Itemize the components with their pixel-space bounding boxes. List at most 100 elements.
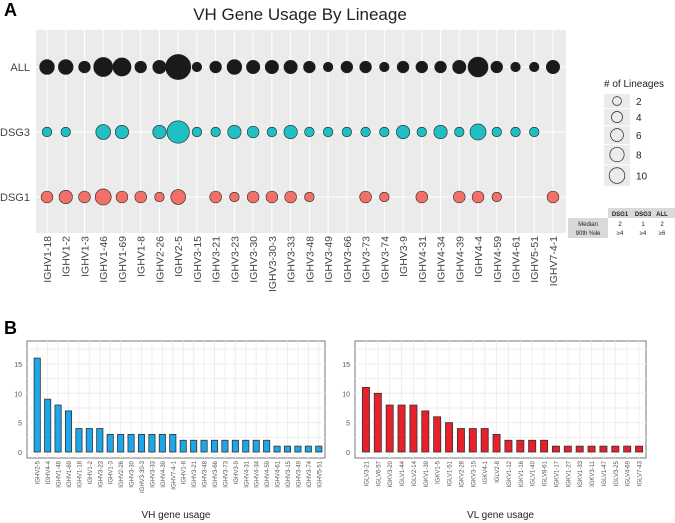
x-tick-label: IGHV4-39 [161,460,167,487]
y-tick-label: 10 [14,391,22,398]
panel-label-a: A [4,0,17,20]
bar [273,445,281,453]
dot-dsg3 [227,124,242,140]
dot-all [510,61,521,73]
x-tick-label: IGLV1-40 [531,460,537,486]
dot-dsg1 [209,190,222,204]
dot-dsg3 [341,126,352,138]
x-tick-label: IGHV3-21 [211,236,223,283]
dot-all [134,60,147,74]
bar [283,445,292,453]
table-cell: 1 [641,222,645,228]
dot-dsg3 [210,126,221,138]
bar [492,433,501,453]
x-tick-label: IGHV2-5 [36,460,42,484]
dot-dsg3 [360,126,371,138]
bar [385,404,394,453]
x-tick-label: IGHV3-73 [223,460,229,487]
x-tick-label: IGHV1-18 [42,236,54,283]
bar [409,404,418,453]
x-tick-label: IGLV6-57 [376,460,382,486]
legend-circle [611,111,623,123]
dot-dsg1 [134,190,147,204]
x-tick-label: IGHV4-34 [255,460,261,487]
table-cell: 2 [660,222,664,228]
dot-dsg3 [191,126,203,138]
bar [599,445,608,453]
table-header: ALL [656,212,668,218]
bar [106,433,114,453]
y-tick-label: 10 [342,391,350,398]
x-tick-label: IGKV4-1 [483,460,489,484]
table-cell: ≥6 [659,231,666,237]
x-tick-label: IGHV2-26 [154,236,166,283]
legend-circle [608,167,626,184]
dot-all [209,60,222,74]
chart-title: VH Gene Usage By Lineage [193,5,407,24]
x-tick-label: IGHV4-61 [276,460,282,487]
legend-circle [610,128,624,142]
x-tick-label: IGLV1-51 [448,460,454,486]
bar [456,428,465,453]
x-tick-label: IGHV2-26 [119,460,125,487]
dot-dsg3 [323,126,334,138]
x-tick-label: IGHV3-21 [192,460,198,487]
bar [468,428,477,453]
legend-title: # of Lineages [604,79,664,90]
dot-dsg1 [265,190,279,204]
dot-all [415,60,428,74]
x-tick-label: IGLV2-8 [495,460,501,483]
table-cell: 2 [618,222,622,228]
x-tick-label: IGHV3-23 [229,236,241,283]
dot-dsg3 [491,126,502,138]
dot-all [93,57,114,77]
x-tick-label: IGHV3-73 [361,236,373,283]
x-tick-label: IGLV3-25 [614,460,620,486]
x-tick-label: IGHV3-33 [150,460,156,487]
bar [231,439,239,453]
dot-dsg1 [546,190,560,204]
bar [64,410,73,453]
dot-all [78,60,91,74]
x-tick-label: IGHV3-49 [296,460,302,487]
x-tick-label: IGHV1-46 [57,460,63,487]
bar [158,433,166,453]
dot-dsg3 [114,124,129,140]
bar [190,439,198,453]
x-tick-label: IGKV2-28 [459,460,465,487]
dot-all [359,60,372,74]
x-tick-label: IGHV1-2 [61,236,73,277]
bar [54,404,62,453]
bar [421,410,430,453]
table-header-bg [608,208,675,218]
dot-dsg1 [453,190,466,204]
x-tick-label: IGHV4-39 [454,236,466,283]
bar [397,404,406,453]
x-tick-label: IGKV1-17 [554,460,560,487]
legend-label: 10 [636,172,648,183]
dot-all [152,59,167,75]
dot-all [303,60,316,74]
bar [75,428,83,453]
dot-all [340,60,354,74]
x-tick-label: IGHV3-30-3 [140,460,146,493]
y-tick-label: DSG3 [0,127,30,139]
table-header: DSG1 [612,212,629,218]
x-tick-label: IGHV1-18 [77,460,83,487]
x-tick-label: IGLV3-21 [364,460,370,486]
x-tick-label: IGHV5-51 [317,460,323,487]
dot-dsg3 [379,126,390,138]
dot-dsg3 [510,126,521,138]
bar [361,387,370,453]
x-tick-label: IGKV1-39 [424,460,430,487]
dot-all [264,59,279,75]
bar [221,439,229,453]
dot-dsg1 [170,189,186,205]
x-tick-label: IGHV3-48 [304,236,316,283]
bar [210,439,219,453]
dot-dsg3 [152,124,167,140]
dot-dsg3 [529,126,540,138]
dot-dsg1 [115,190,129,204]
bar [480,428,489,453]
